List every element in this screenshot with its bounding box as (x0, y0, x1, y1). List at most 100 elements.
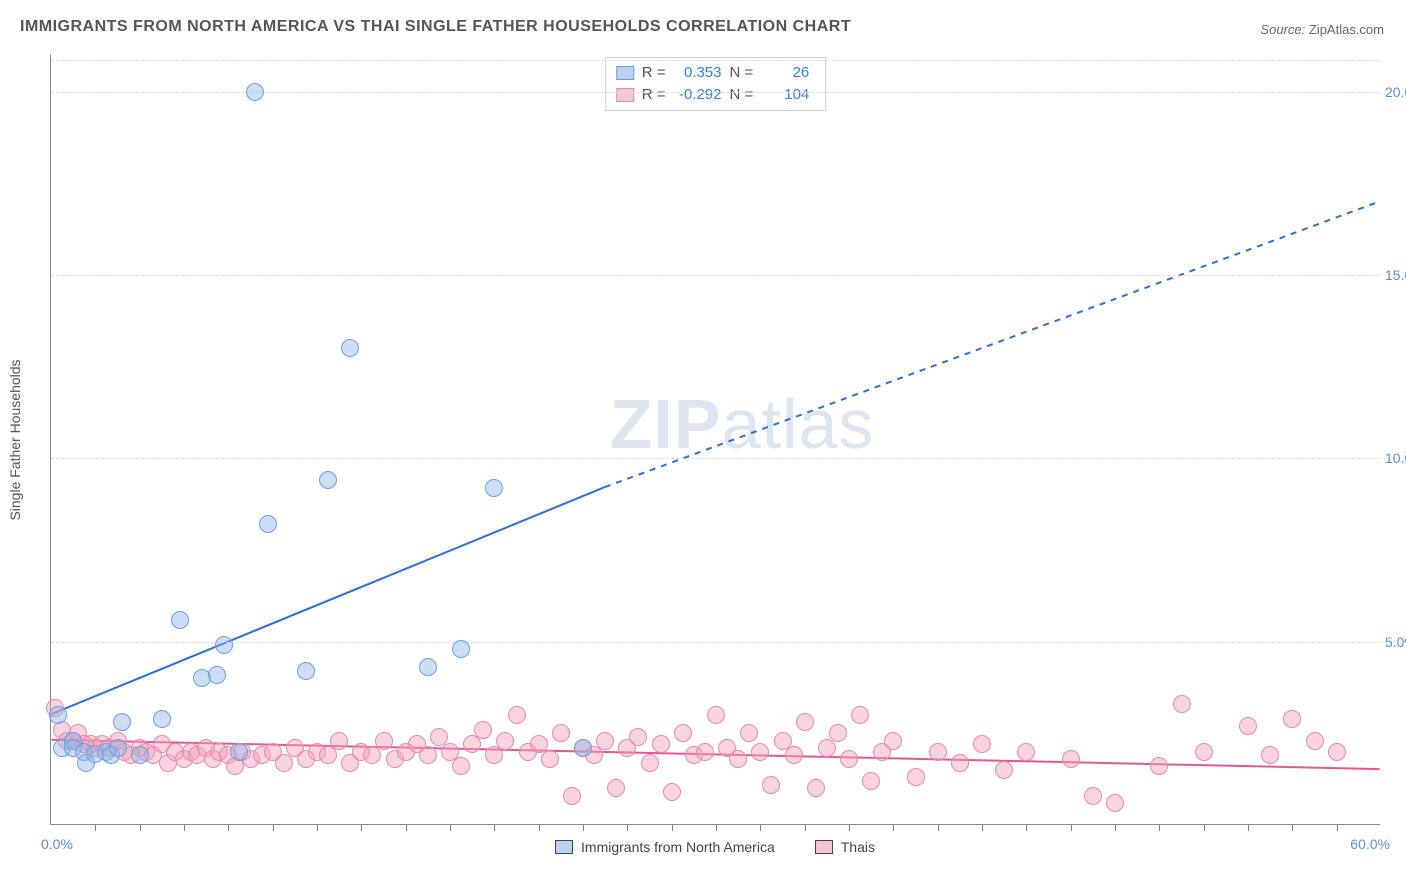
x-minor-tick (1115, 824, 1116, 831)
scatter-point (607, 779, 625, 797)
legend-swatch-pink-icon (815, 840, 833, 854)
scatter-point (319, 471, 337, 489)
source-name: ZipAtlas.com (1309, 22, 1384, 37)
legend-item-pink: Thais (815, 839, 875, 855)
legend-label-blue: Immigrants from North America (581, 839, 775, 855)
watermark-atlas: atlas (722, 385, 875, 463)
scatter-point (1261, 746, 1279, 764)
y-tick-label: 5.0% (1385, 634, 1406, 650)
scatter-point (1239, 717, 1257, 735)
x-minor-tick (760, 824, 761, 831)
x-minor-tick (539, 824, 540, 831)
scatter-point (341, 339, 359, 357)
plot-region: ZIPatlas R = 0.353 N = 26 R = -0.292 N =… (50, 55, 1380, 825)
scatter-point (541, 750, 559, 768)
x-tick-start: 0.0% (41, 836, 73, 852)
x-minor-tick (273, 824, 274, 831)
y-tick-label: 10.0% (1385, 450, 1406, 466)
scatter-point (785, 746, 803, 764)
scatter-point (375, 732, 393, 750)
scatter-point (1017, 743, 1035, 761)
x-minor-tick (361, 824, 362, 831)
x-minor-tick (938, 824, 939, 831)
gridline (51, 458, 1380, 459)
scatter-point (995, 761, 1013, 779)
r-value-pink: -0.292 (674, 84, 722, 106)
x-minor-tick (1071, 824, 1072, 831)
scatter-point (696, 743, 714, 761)
scatter-point (641, 754, 659, 772)
x-minor-tick (893, 824, 894, 831)
source-attribution: Source: ZipAtlas.com (1260, 22, 1384, 37)
swatch-blue-icon (616, 66, 634, 80)
x-minor-tick (317, 824, 318, 831)
scatter-point (208, 666, 226, 684)
scatter-point (452, 757, 470, 775)
legend-item-blue: Immigrants from North America (555, 839, 775, 855)
scatter-point (951, 754, 969, 772)
x-minor-tick (1248, 824, 1249, 831)
x-minor-tick (1026, 824, 1027, 831)
y-tick-label: 15.0% (1385, 267, 1406, 283)
scatter-point (496, 732, 514, 750)
x-minor-tick (184, 824, 185, 831)
r-label: R = (642, 84, 666, 106)
gridline (51, 60, 1380, 61)
scatter-point (563, 787, 581, 805)
x-minor-tick (583, 824, 584, 831)
source-label: Source: (1260, 22, 1305, 37)
x-minor-tick (228, 824, 229, 831)
bottom-legend: Immigrants from North America Thais (555, 839, 875, 855)
scatter-point (463, 735, 481, 753)
x-minor-tick (716, 824, 717, 831)
scatter-point (596, 732, 614, 750)
scatter-point (452, 640, 470, 658)
x-minor-tick (450, 824, 451, 831)
n-value-blue: 26 (761, 62, 809, 84)
scatter-point (907, 768, 925, 786)
scatter-point (574, 739, 592, 757)
scatter-point (807, 779, 825, 797)
x-minor-tick (1337, 824, 1338, 831)
scatter-point (275, 754, 293, 772)
stats-legend-box: R = 0.353 N = 26 R = -0.292 N = 104 (605, 57, 827, 111)
scatter-point (363, 746, 381, 764)
scatter-point (485, 479, 503, 497)
y-tick-label: 20.0% (1385, 84, 1406, 100)
watermark: ZIPatlas (610, 384, 875, 464)
scatter-point (319, 746, 337, 764)
scatter-point (153, 710, 171, 728)
n-label: N = (730, 62, 754, 84)
scatter-point (1283, 710, 1301, 728)
chart-container: IMMIGRANTS FROM NORTH AMERICA VS THAI SI… (0, 0, 1406, 892)
chart-title: IMMIGRANTS FROM NORTH AMERICA VS THAI SI… (20, 18, 851, 36)
scatter-point (652, 735, 670, 753)
scatter-point (663, 783, 681, 801)
x-tick-end: 60.0% (1350, 836, 1390, 852)
x-minor-tick (849, 824, 850, 831)
scatter-point (330, 732, 348, 750)
chart-area: Single Father Households ZIPatlas R = 0.… (50, 55, 1380, 825)
scatter-point (929, 743, 947, 761)
x-minor-tick (627, 824, 628, 831)
scatter-point (884, 732, 902, 750)
scatter-point (259, 515, 277, 533)
scatter-point (740, 724, 758, 742)
scatter-point (973, 735, 991, 753)
scatter-point (1328, 743, 1346, 761)
n-value-pink: 104 (761, 84, 809, 106)
x-minor-tick (1159, 824, 1160, 831)
x-minor-tick (140, 824, 141, 831)
x-minor-tick (1292, 824, 1293, 831)
scatter-point (508, 706, 526, 724)
scatter-point (246, 83, 264, 101)
scatter-point (840, 750, 858, 768)
scatter-point (762, 776, 780, 794)
scatter-point (297, 662, 315, 680)
scatter-point (751, 743, 769, 761)
scatter-point (131, 746, 149, 764)
scatter-point (49, 706, 67, 724)
stats-row-pink: R = -0.292 N = 104 (616, 84, 810, 106)
r-label: R = (642, 62, 666, 84)
scatter-point (230, 743, 248, 761)
